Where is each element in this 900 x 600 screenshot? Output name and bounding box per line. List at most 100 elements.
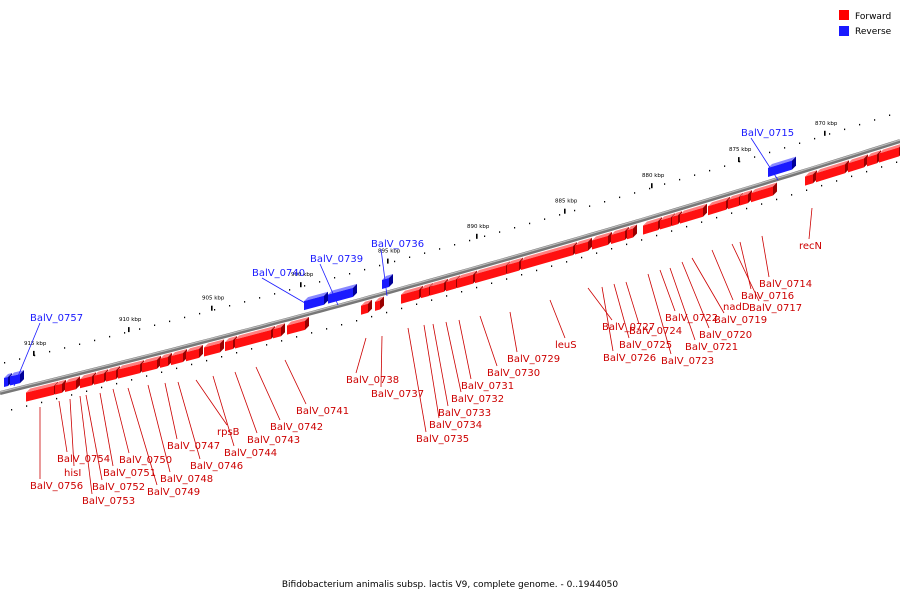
label-leader-line (681, 261, 710, 329)
forward-gene-block[interactable] (273, 323, 285, 339)
gene-label[interactable]: BalV_0757 (30, 313, 83, 324)
forward-gene-block[interactable] (204, 339, 224, 357)
forward-gene-block[interactable] (361, 299, 372, 315)
major-tick (211, 305, 213, 311)
forward-gene-block[interactable] (627, 224, 637, 240)
forward-gene-block-front-face (171, 353, 183, 366)
gene-label[interactable]: BalV_0741 (296, 406, 349, 417)
gene-label[interactable]: BalV_0725 (619, 340, 672, 351)
gene-label[interactable]: BalV_0739 (310, 254, 363, 265)
forward-gene-block[interactable] (106, 366, 120, 382)
minor-tick-lower (461, 291, 463, 293)
reverse-gene-block[interactable] (304, 291, 328, 311)
forward-gene-block[interactable] (55, 379, 66, 395)
forward-gene-block[interactable] (680, 203, 707, 224)
forward-gene-block[interactable] (287, 316, 309, 335)
gene-label[interactable]: BalV_0752 (92, 482, 145, 493)
forward-gene-block[interactable] (643, 217, 662, 235)
forward-gene-block-front-face (728, 196, 739, 210)
gene-label[interactable]: BalV_0714 (759, 279, 812, 290)
gene-label[interactable]: BalV_0722 (665, 313, 718, 324)
reverse-gene-block-top-face (10, 370, 24, 377)
gene-label[interactable]: BalV_0730 (487, 368, 540, 379)
gene-label[interactable]: BalV_0733 (438, 408, 491, 419)
reverse-gene-block[interactable] (768, 156, 796, 178)
gene-label[interactable]: BalV_0737 (371, 389, 424, 400)
gene-label[interactable]: BalV_0724 (629, 326, 682, 337)
forward-gene-block[interactable] (575, 237, 592, 255)
label-leader-line (380, 248, 388, 297)
minor-tick-upper (619, 196, 621, 199)
forward-gene-block-top-face (708, 196, 730, 207)
gene-label[interactable]: BalV_0753 (82, 496, 135, 507)
minor-tick-lower (56, 397, 58, 400)
gene-label[interactable]: recN (799, 241, 822, 252)
forward-gene-block-top-face (575, 237, 592, 246)
forward-gene-block[interactable] (186, 344, 203, 362)
minor-tick-lower (596, 252, 598, 254)
label-leader-line (58, 400, 68, 453)
minor-tick-upper (64, 347, 66, 349)
forward-gene-block-front-face (475, 265, 506, 284)
gene-label[interactable]: leuS (555, 340, 577, 351)
gene-label[interactable]: rpsB (217, 427, 240, 438)
forward-gene-block[interactable] (805, 170, 817, 186)
forward-gene-block-top-face (171, 349, 187, 357)
gene-label[interactable]: BalV_0746 (190, 461, 243, 472)
gene-label[interactable]: BalV_0727 (602, 322, 655, 333)
gene-label[interactable]: nadD (723, 302, 750, 313)
minor-tick-upper (514, 227, 516, 229)
gene-label[interactable]: BalV_0754 (57, 454, 110, 465)
forward-gene-block-front-face (751, 186, 773, 203)
forward-gene-block[interactable] (375, 296, 384, 311)
gene-label[interactable]: BalV_0729 (507, 354, 560, 365)
forward-gene-block-front-face (80, 376, 92, 389)
forward-gene-block[interactable] (160, 352, 172, 368)
gene-label[interactable]: BalV_0734 (429, 420, 482, 431)
gene-label[interactable]: BalV_0720 (699, 330, 752, 341)
gene-label[interactable]: BalV_0740 (252, 268, 305, 279)
gene-label[interactable]: BalV_0723 (661, 356, 714, 367)
gene-label[interactable]: BalV_0719 (714, 315, 767, 326)
gene-label[interactable]: BalV_0726 (603, 353, 656, 364)
label-leader-line (625, 281, 640, 325)
minor-tick-upper (769, 151, 771, 154)
forward-gene-block-top-face (672, 211, 682, 217)
genome-caption: Bifidobacterium animalis subsp. lactis V… (282, 580, 619, 590)
minor-tick-lower (11, 409, 13, 411)
gene-label[interactable]: BalV_0715 (741, 128, 794, 139)
forward-gene-block-top-face (204, 339, 224, 348)
gene-label[interactable]: BalV_0743 (247, 435, 300, 446)
gene-label[interactable]: BalV_0735 (416, 434, 469, 445)
forward-gene-block-top-face (643, 217, 662, 226)
gene-label[interactable]: BalV_0731 (461, 381, 514, 392)
forward-gene-block[interactable] (65, 376, 80, 392)
gene-label[interactable]: BalV_0717 (749, 303, 802, 314)
gene-label[interactable]: BalV_0748 (160, 474, 213, 485)
tick-label: 905 kbp (202, 296, 225, 302)
gene-label[interactable]: BalV_0756 (30, 481, 83, 492)
minor-tick-lower (101, 386, 103, 389)
minor-tick-lower (881, 166, 883, 168)
gene-label[interactable]: BalV_0736 (371, 239, 424, 250)
forward-gene-block[interactable] (611, 226, 629, 244)
forward-gene-block[interactable] (751, 182, 777, 203)
forward-gene-block[interactable] (740, 190, 752, 206)
forward-gene-block[interactable] (94, 369, 108, 385)
gene-label[interactable]: BalV_0716 (741, 291, 794, 302)
gene-label[interactable]: BalV_0747 (167, 441, 220, 452)
gene-label[interactable]: BalV_0749 (147, 487, 200, 498)
reverse-gene-block[interactable] (328, 283, 357, 304)
gene-label[interactable]: BalV_0751 (103, 468, 156, 479)
forward-gene-block-top-face (475, 261, 510, 275)
gene-label[interactable]: BalV_0742 (270, 422, 323, 433)
gene-label[interactable]: BalV_0744 (224, 448, 277, 459)
gene-label[interactable]: BalV_0732 (451, 394, 504, 405)
forward-gene-block-top-face (55, 379, 66, 386)
reverse-gene-block[interactable] (382, 274, 393, 289)
gene-label[interactable]: BalV_0721 (685, 342, 738, 353)
gene-label[interactable]: hisI (64, 468, 81, 479)
forward-gene-block-top-face (421, 282, 433, 290)
gene-label[interactable]: BalV_0750 (119, 455, 172, 466)
gene-label[interactable]: BalV_0738 (346, 375, 399, 386)
